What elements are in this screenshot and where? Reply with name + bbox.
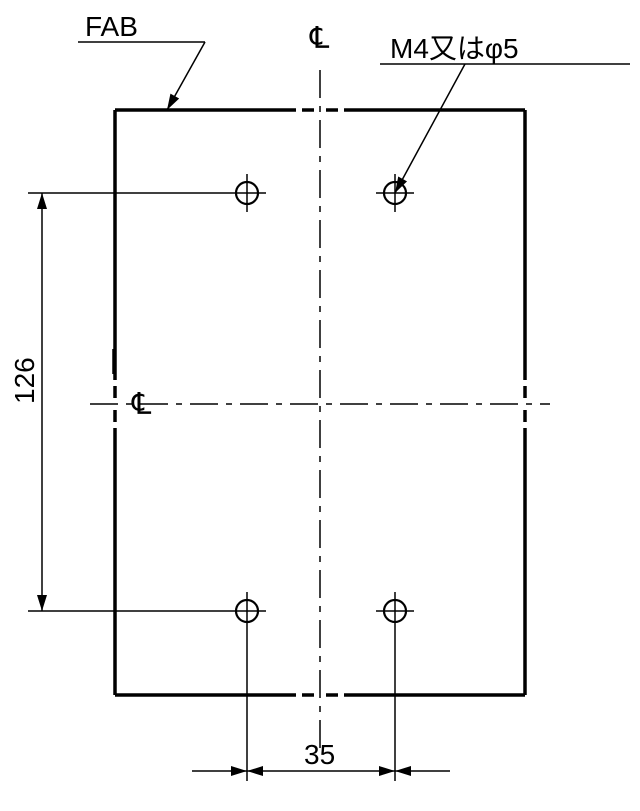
arrowhead xyxy=(379,766,395,776)
arrowhead xyxy=(247,766,263,776)
dim-126: 126 xyxy=(9,357,40,404)
arrowhead xyxy=(37,193,47,209)
arrowhead xyxy=(37,595,47,611)
centerline-symbol-top: ℄ xyxy=(309,22,330,55)
fab-label: FAB xyxy=(85,11,138,42)
centerline-symbol-left: ℄ xyxy=(131,388,152,421)
hole-spec-label: M4又はφ5 xyxy=(390,33,519,64)
arrowhead xyxy=(231,766,247,776)
arrowhead xyxy=(395,766,411,776)
arrowhead xyxy=(167,94,179,110)
hole-leader xyxy=(395,64,465,193)
dim-35: 35 xyxy=(304,739,335,770)
